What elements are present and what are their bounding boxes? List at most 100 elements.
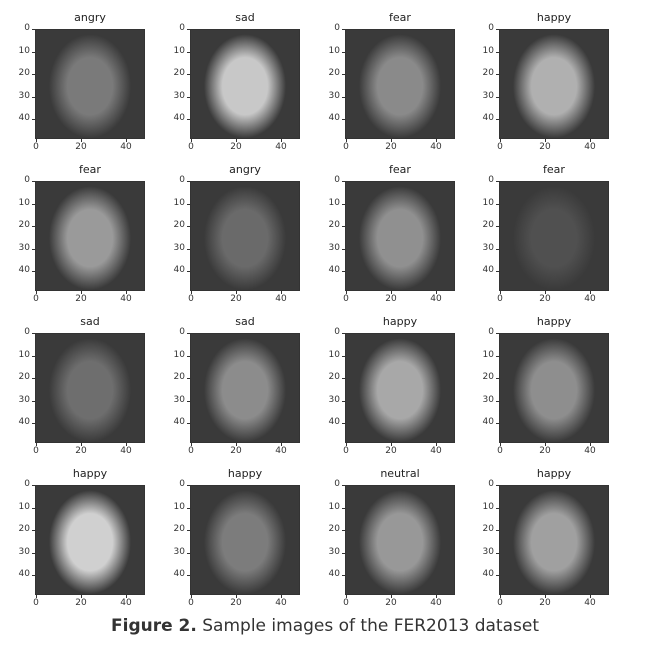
image-panel: sad 0 10 20 30 40 0 20 40 [155,11,305,161]
x-tick-label: 0 [336,138,356,152]
x-tick-label: 20 [226,138,246,152]
y-tick-label: 10 [169,198,191,208]
y-tick-label: 0 [324,327,346,337]
x-tick-label: 0 [336,442,356,456]
image-panel: happy 0 10 20 30 40 0 20 40 [464,11,614,161]
x-tick-label: 0 [26,290,46,304]
x-tick-label: 0 [490,138,510,152]
x-tick-label: 0 [181,290,201,304]
y-tick-label: 0 [324,479,346,489]
face-image [190,333,300,443]
y-tick-label: 40 [478,113,500,123]
x-tick-label: 20 [71,442,91,456]
y-tick-label: 30 [478,91,500,101]
x-tick-label: 0 [336,290,356,304]
x-tick-label: 20 [226,290,246,304]
y-tick-label: 10 [14,198,36,208]
image-panel: happy 0 10 20 30 40 0 20 40 [0,467,150,617]
y-tick-label: 30 [324,395,346,405]
y-tick-label: 30 [169,91,191,101]
panel-title: happy [536,467,572,480]
panel-title: sad [80,315,100,328]
x-tick-label: 0 [336,594,356,608]
x-tick-label: 0 [26,442,46,456]
y-tick-label: 40 [324,265,346,275]
y-tick-label: 10 [324,350,346,360]
y-tick-label: 10 [169,502,191,512]
panel-title: fear [389,11,411,24]
x-tick-label: 20 [535,442,555,456]
panel-title: sad [235,315,255,328]
y-tick-label: 0 [478,327,500,337]
y-tick-label: 10 [324,502,346,512]
y-tick-label: 0 [14,479,36,489]
y-tick-label: 10 [14,502,36,512]
x-tick-label: 40 [271,594,291,608]
y-tick-label: 20 [169,68,191,78]
y-tick-label: 40 [169,113,191,123]
y-tick-label: 40 [14,569,36,579]
x-tick-label: 20 [71,138,91,152]
x-tick-label: 40 [426,138,446,152]
y-tick-label: 30 [14,395,36,405]
y-tick-label: 20 [14,524,36,534]
panel-title: happy [382,315,418,328]
x-tick-label: 20 [381,442,401,456]
face-image [190,485,300,595]
x-tick-label: 0 [181,138,201,152]
x-tick-label: 20 [381,594,401,608]
y-tick-label: 20 [169,524,191,534]
y-tick-label: 30 [478,547,500,557]
x-tick-label: 20 [71,290,91,304]
y-tick-label: 40 [324,113,346,123]
face-image [345,181,455,291]
x-tick-label: 0 [26,594,46,608]
x-tick-label: 20 [71,594,91,608]
image-panel: fear 0 10 20 30 40 0 20 40 [310,11,460,161]
face-image [499,29,609,139]
panel-title: sad [235,11,255,24]
face-image [35,181,145,291]
x-tick-label: 40 [116,594,136,608]
figure-caption: Figure 2. Sample images of the FER2013 d… [0,616,650,636]
y-tick-label: 10 [478,350,500,360]
x-tick-label: 0 [181,594,201,608]
image-panel: happy 0 10 20 30 40 0 20 40 [310,315,460,465]
y-tick-label: 40 [169,265,191,275]
y-tick-label: 30 [14,547,36,557]
image-panel: happy 0 10 20 30 40 0 20 40 [155,467,305,617]
y-tick-label: 30 [324,91,346,101]
y-tick-label: 0 [14,175,36,185]
panel-title: happy [72,467,108,480]
y-tick-label: 30 [324,243,346,253]
y-tick-label: 10 [478,46,500,56]
face-image [35,29,145,139]
x-tick-label: 40 [271,442,291,456]
y-tick-label: 20 [169,220,191,230]
image-panel: fear 0 10 20 30 40 0 20 40 [464,163,614,313]
y-tick-label: 30 [169,395,191,405]
y-tick-label: 30 [478,243,500,253]
y-tick-label: 0 [169,175,191,185]
y-tick-label: 20 [324,372,346,382]
y-tick-label: 40 [324,569,346,579]
panel-title: happy [536,315,572,328]
y-tick-label: 40 [478,569,500,579]
y-tick-label: 40 [14,113,36,123]
image-panel: neutral 0 10 20 30 40 0 20 40 [310,467,460,617]
image-panel: fear 0 10 20 30 40 0 20 40 [0,163,150,313]
face-image [345,333,455,443]
panel-title: angry [74,11,106,24]
y-tick-label: 20 [478,68,500,78]
face-image [499,333,609,443]
x-tick-label: 0 [490,442,510,456]
y-tick-label: 20 [478,372,500,382]
y-tick-label: 30 [169,547,191,557]
x-tick-label: 40 [116,442,136,456]
y-tick-label: 0 [324,175,346,185]
x-tick-label: 40 [580,594,600,608]
x-tick-label: 20 [535,290,555,304]
image-panel: fear 0 10 20 30 40 0 20 40 [310,163,460,313]
y-tick-label: 0 [478,175,500,185]
y-tick-label: 0 [324,23,346,33]
